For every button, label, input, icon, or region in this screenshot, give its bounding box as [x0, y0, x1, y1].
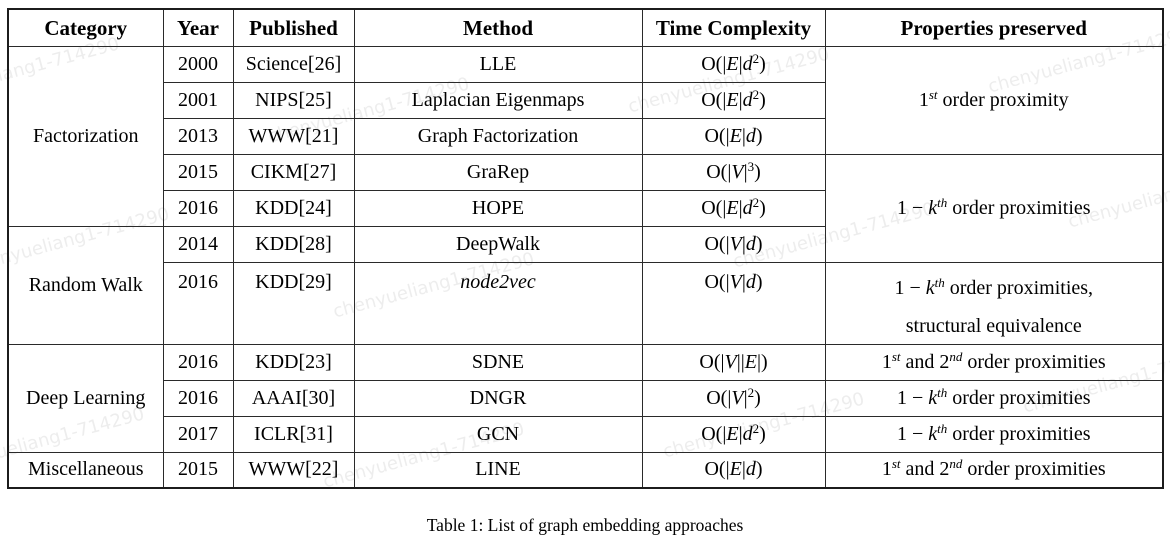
col-header-properties: Properties preserved [824, 8, 1164, 47]
published-cell: NIPS[25] [232, 81, 355, 119]
table-row: 2015 CIKM[27] GraRep O(|V|3) 1 − kth ord… [8, 153, 1164, 263]
published-cell: ICLR[31] [232, 415, 355, 453]
properties-cell: 1 − kth order proximities [824, 153, 1164, 263]
complexity-cell: O(|V|3) [641, 153, 826, 191]
method-cell: LLE [353, 45, 643, 83]
table-row: Deep Learning 2016 KDD[23] SDNE O(|V||E|… [7, 343, 1164, 453]
published-cell: Science[26] [232, 45, 355, 83]
year-cell: 2001 [162, 81, 234, 119]
published-cell: WWW[21] [232, 117, 355, 155]
table-row: 2013 WWW[21] Graph Factorization O(|E|d) [8, 117, 1163, 155]
year-cell: 2016 [162, 261, 234, 345]
complexity-cell: O(|E|d2) [641, 81, 826, 119]
year-cell: 2016 [162, 379, 234, 417]
year-cell: 2016 [162, 189, 234, 227]
col-header-year: Year [162, 8, 234, 47]
complexity-cell: O(|V|2) [641, 379, 826, 417]
complexity-cell: O(|V|d) [641, 225, 826, 263]
year-cell: 2000 [162, 45, 234, 83]
complexity-cell: O(|E|d2) [641, 45, 826, 83]
year-cell: 2014 [162, 225, 234, 263]
year-cell: 2015 [162, 153, 234, 191]
method-cell: DeepWalk [353, 225, 643, 263]
category-deep-learning: Deep Learning [7, 343, 164, 453]
category-factorization: Factorization [7, 45, 164, 227]
category-random-walk: Random Walk [7, 225, 164, 345]
table-row: Random Walk 2014 KDD[28] DeepWalk O(|V|d… [7, 225, 1163, 345]
complexity-cell: O(|E|d2) [641, 189, 826, 227]
table-caption: Table 1: List of graph embedding approac… [426, 515, 744, 535]
method-cell: Laplacian Eigenmaps [353, 81, 643, 119]
published-cell: KDD[24] [232, 189, 355, 227]
method-cell: Graph Factorization [353, 117, 643, 155]
col-header-method: Method [353, 8, 643, 47]
published-cell: CIKM[27] [232, 153, 355, 191]
col-header-category: Category [7, 8, 164, 47]
published-cell: KDD[29] [232, 261, 355, 345]
table-row: 2016 KDD[24] HOPE O(|E|d2) [8, 189, 1163, 227]
method-cell: LINE [353, 451, 643, 489]
published-cell: KDD[28] [232, 225, 355, 263]
col-header-time-complexity: Time Complexity [641, 8, 826, 47]
published-cell: KDD[23] [232, 343, 355, 381]
table-row: Miscellaneous 2015 WWW[22] LINE O(|E|d) … [7, 451, 1164, 489]
table-row: 2016 AAAI[30] DNGR O(|V|2) 1 − kth order… [8, 379, 1164, 417]
year-cell: 2015 [162, 451, 234, 489]
year-cell: 2016 [162, 343, 234, 381]
table-row: 2001 NIPS[25] Laplacian Eigenmaps O(|E|d… [8, 81, 1163, 119]
published-cell: AAAI[30] [232, 379, 355, 417]
complexity-cell: O(|E|d) [641, 451, 826, 489]
complexity-cell: O(|V|d) [641, 261, 826, 345]
method-cell: SDNE [353, 343, 643, 381]
properties-cell: 1st and 2nd order proximities [824, 343, 1164, 381]
method-cell: DNGR [353, 379, 643, 417]
properties-cell: 1st and 2nd order proximities [824, 451, 1164, 489]
table-row: 2017 ICLR[31] GCN O(|E|d2) 1 − kth order… [8, 415, 1164, 453]
year-cell: 2013 [162, 117, 234, 155]
header-row: Category Year Published Method Time Comp… [7, 8, 1164, 47]
year-cell: 2017 [162, 415, 234, 453]
category-miscellaneous: Miscellaneous [7, 451, 164, 489]
published-cell: WWW[22] [232, 451, 355, 489]
graph-embedding-table: Category Year Published Method Time Comp… [7, 8, 1164, 489]
properties-cell: 1 − kth order proximities [824, 415, 1164, 453]
method-cell: GraRep [353, 153, 643, 191]
method-cell: node2vec [353, 261, 643, 345]
table-row: 2016 KDD[29] node2vec O(|V|d) 1 − kth or… [8, 261, 1164, 345]
table-row: Factorization 2000 Science[26] LLE O(|E|… [7, 45, 1164, 227]
complexity-cell: O(|V||E|) [641, 343, 826, 381]
complexity-cell: O(|E|d2) [641, 415, 826, 453]
method-cell: GCN [353, 415, 643, 453]
properties-cell: 1 − kth order proximities, structural equ… [824, 261, 1164, 345]
properties-cell: 1st order proximity [824, 45, 1164, 155]
properties-cell: 1 − kth order proximities [824, 379, 1164, 417]
method-cell: HOPE [353, 189, 643, 227]
col-header-published: Published [232, 8, 355, 47]
complexity-cell: O(|E|d) [641, 117, 826, 155]
